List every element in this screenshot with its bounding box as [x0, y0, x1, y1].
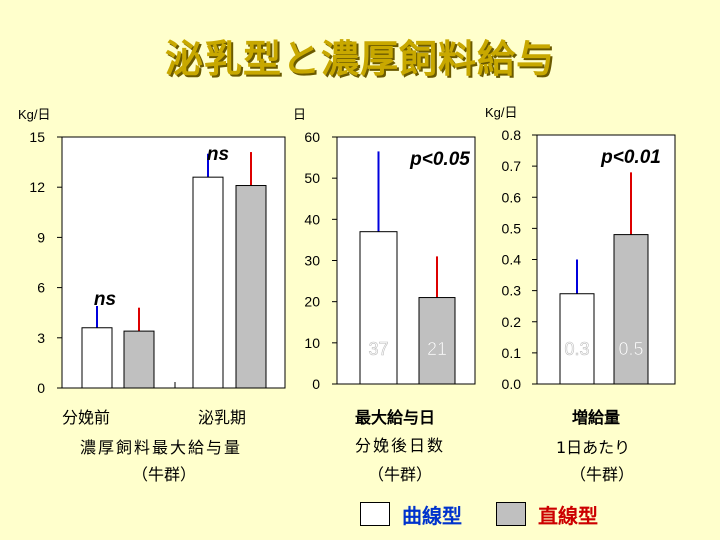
chart3-ytick-label: 0.5 — [502, 220, 522, 236]
chart1-ytick-label: 9 — [37, 229, 45, 245]
legend-label-straight: 直線型 — [538, 504, 598, 528]
chart2-significance-label: p<0.05 — [409, 149, 470, 170]
chart1-bar-curve — [81, 327, 113, 389]
chart1-ytick-label: 15 — [29, 129, 45, 145]
chart3-ytick-label: 0.1 — [502, 345, 522, 361]
chart2-bar-curve — [359, 231, 398, 385]
chart2-ytick-label: 30 — [304, 253, 320, 269]
chart3-xlabel-line3: （牛群） — [570, 465, 635, 484]
chart3-ytick-label: 0.6 — [502, 189, 522, 205]
legend-label-curve: 曲線型 — [402, 504, 462, 528]
chart1-bar-straight — [123, 330, 155, 389]
chart1-ytick-label: 6 — [37, 280, 45, 296]
chart3-data-label-curve: 0.3 — [564, 339, 589, 359]
chart1-ytick-label: 3 — [37, 330, 45, 346]
chart1-xlabel-line1: 濃厚飼料最大給与量 — [80, 438, 243, 457]
chart2-ytick-label: 0 — [312, 376, 320, 392]
page-title: 泌乳型と濃厚飼料給与 — [164, 37, 555, 81]
chart2-ytick-label: 50 — [304, 170, 320, 186]
chart1-significance-label: ns — [94, 289, 116, 310]
chart3-bar-curve — [559, 293, 595, 385]
category-label-before-calving: 分娩前 — [62, 408, 111, 427]
chart1-ytick-label: 0 — [37, 380, 45, 396]
chart3-ytick-label: 0.2 — [502, 314, 522, 330]
chart2-xlabel-line1: 最大給与日 — [355, 408, 436, 427]
chart2-data-label-straight: 21 — [427, 339, 447, 359]
chart3-unit-label: Kg/日 — [485, 105, 518, 120]
category-label-lactation: 泌乳期 — [198, 408, 247, 427]
chart3-ytick-label: 0.7 — [502, 158, 522, 174]
chart2-xlabel-line3: （牛群） — [368, 465, 433, 484]
chart3-xlabel-line2: 1日あたり — [556, 438, 631, 457]
chart1-xlabel-line2: （牛群） — [132, 465, 197, 484]
chart2-ytick-label: 10 — [304, 335, 320, 351]
chart2-unit-label: 日 — [293, 107, 306, 122]
chart3-xlabel-line1: 増給量 — [572, 408, 621, 427]
chart2-xlabel-line2: 分娩後日数 — [355, 436, 446, 455]
chart3-plot-area — [536, 134, 676, 385]
chart2-bar-straight — [418, 297, 456, 385]
chart1-ytick-label: 12 — [29, 179, 45, 195]
chart1-bar-curve — [192, 176, 224, 389]
chart3-ytick-label: 0.4 — [502, 252, 522, 268]
chart3-ytick-label: 0.8 — [502, 127, 522, 143]
chart3-significance-label: p<0.01 — [600, 147, 661, 168]
chart2-ytick-label: 20 — [304, 294, 320, 310]
chart2-ytick-label: 40 — [304, 211, 320, 227]
chart3-ytick-label: 0.0 — [502, 376, 522, 392]
chart2-ytick-label: 60 — [304, 129, 320, 145]
chart3-data-label-straight: 0.5 — [618, 339, 643, 359]
legend-swatch-curve — [360, 502, 390, 526]
chart3-ytick-label: 0.3 — [502, 283, 522, 299]
legend-swatch-straight — [496, 502, 526, 526]
chart1-significance-label: ns — [207, 144, 229, 165]
chart1-bar-straight — [235, 185, 267, 389]
chart1-unit-label: Kg/日 — [18, 107, 51, 122]
chart3-bar-straight — [613, 234, 649, 385]
chart2-data-label-curve: 37 — [368, 339, 388, 359]
